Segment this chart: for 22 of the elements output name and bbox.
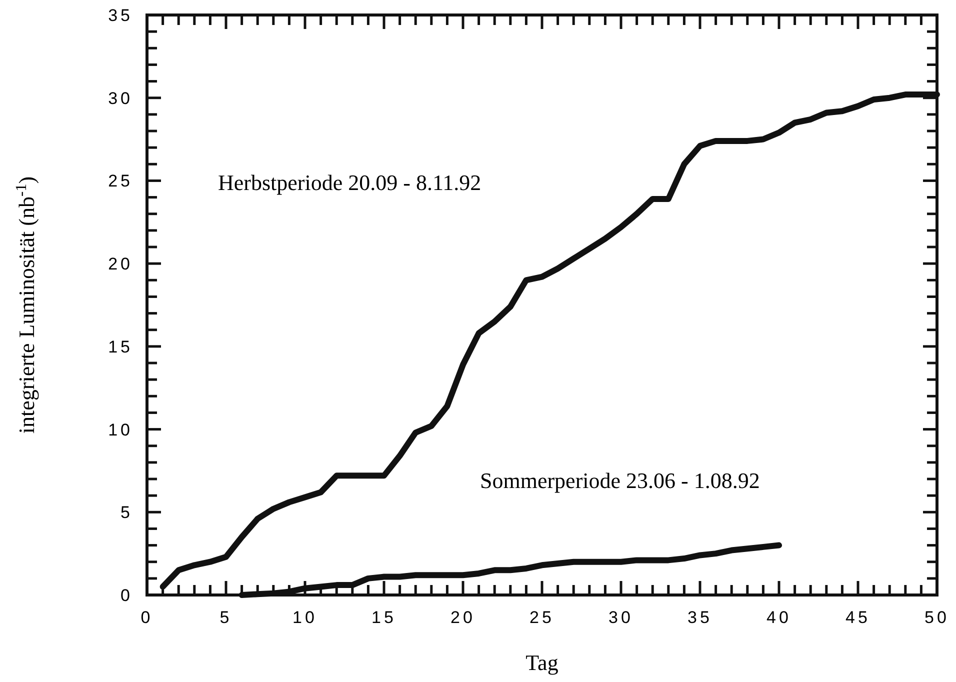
x-tick-label: 5 [220, 608, 232, 627]
y-tick-label: 25 [108, 172, 133, 191]
x-tick-label: 25 [530, 608, 554, 627]
y-tick-label: 20 [108, 254, 133, 274]
y-tick-label: 5 [120, 503, 133, 522]
y-tick-label: 10 [108, 420, 133, 440]
annotation: Sommerperiode 23.06 - 1.08.92 [480, 468, 760, 493]
x-tick-label: 45 [846, 608, 870, 627]
x-tick-label: 15 [372, 608, 396, 627]
x-tick-label: 0 [140, 608, 154, 627]
x-tick-label: 30 [608, 608, 634, 627]
x-tick-label: 20 [450, 608, 476, 627]
annotation: Herbstperiode 20.09 - 8.11.92 [218, 170, 482, 195]
y-tick-label: 15 [108, 337, 133, 356]
x-tick-label: 10 [292, 608, 318, 627]
x-axis-title: Tag [526, 650, 558, 675]
x-tick-label: 35 [688, 608, 712, 627]
x-tick-label: 40 [766, 608, 792, 627]
x-tick-label: 50 [924, 608, 950, 627]
y-tick-label: 0 [120, 586, 133, 605]
y-tick-label: 35 [108, 6, 133, 25]
y-tick-label: 30 [108, 88, 133, 108]
